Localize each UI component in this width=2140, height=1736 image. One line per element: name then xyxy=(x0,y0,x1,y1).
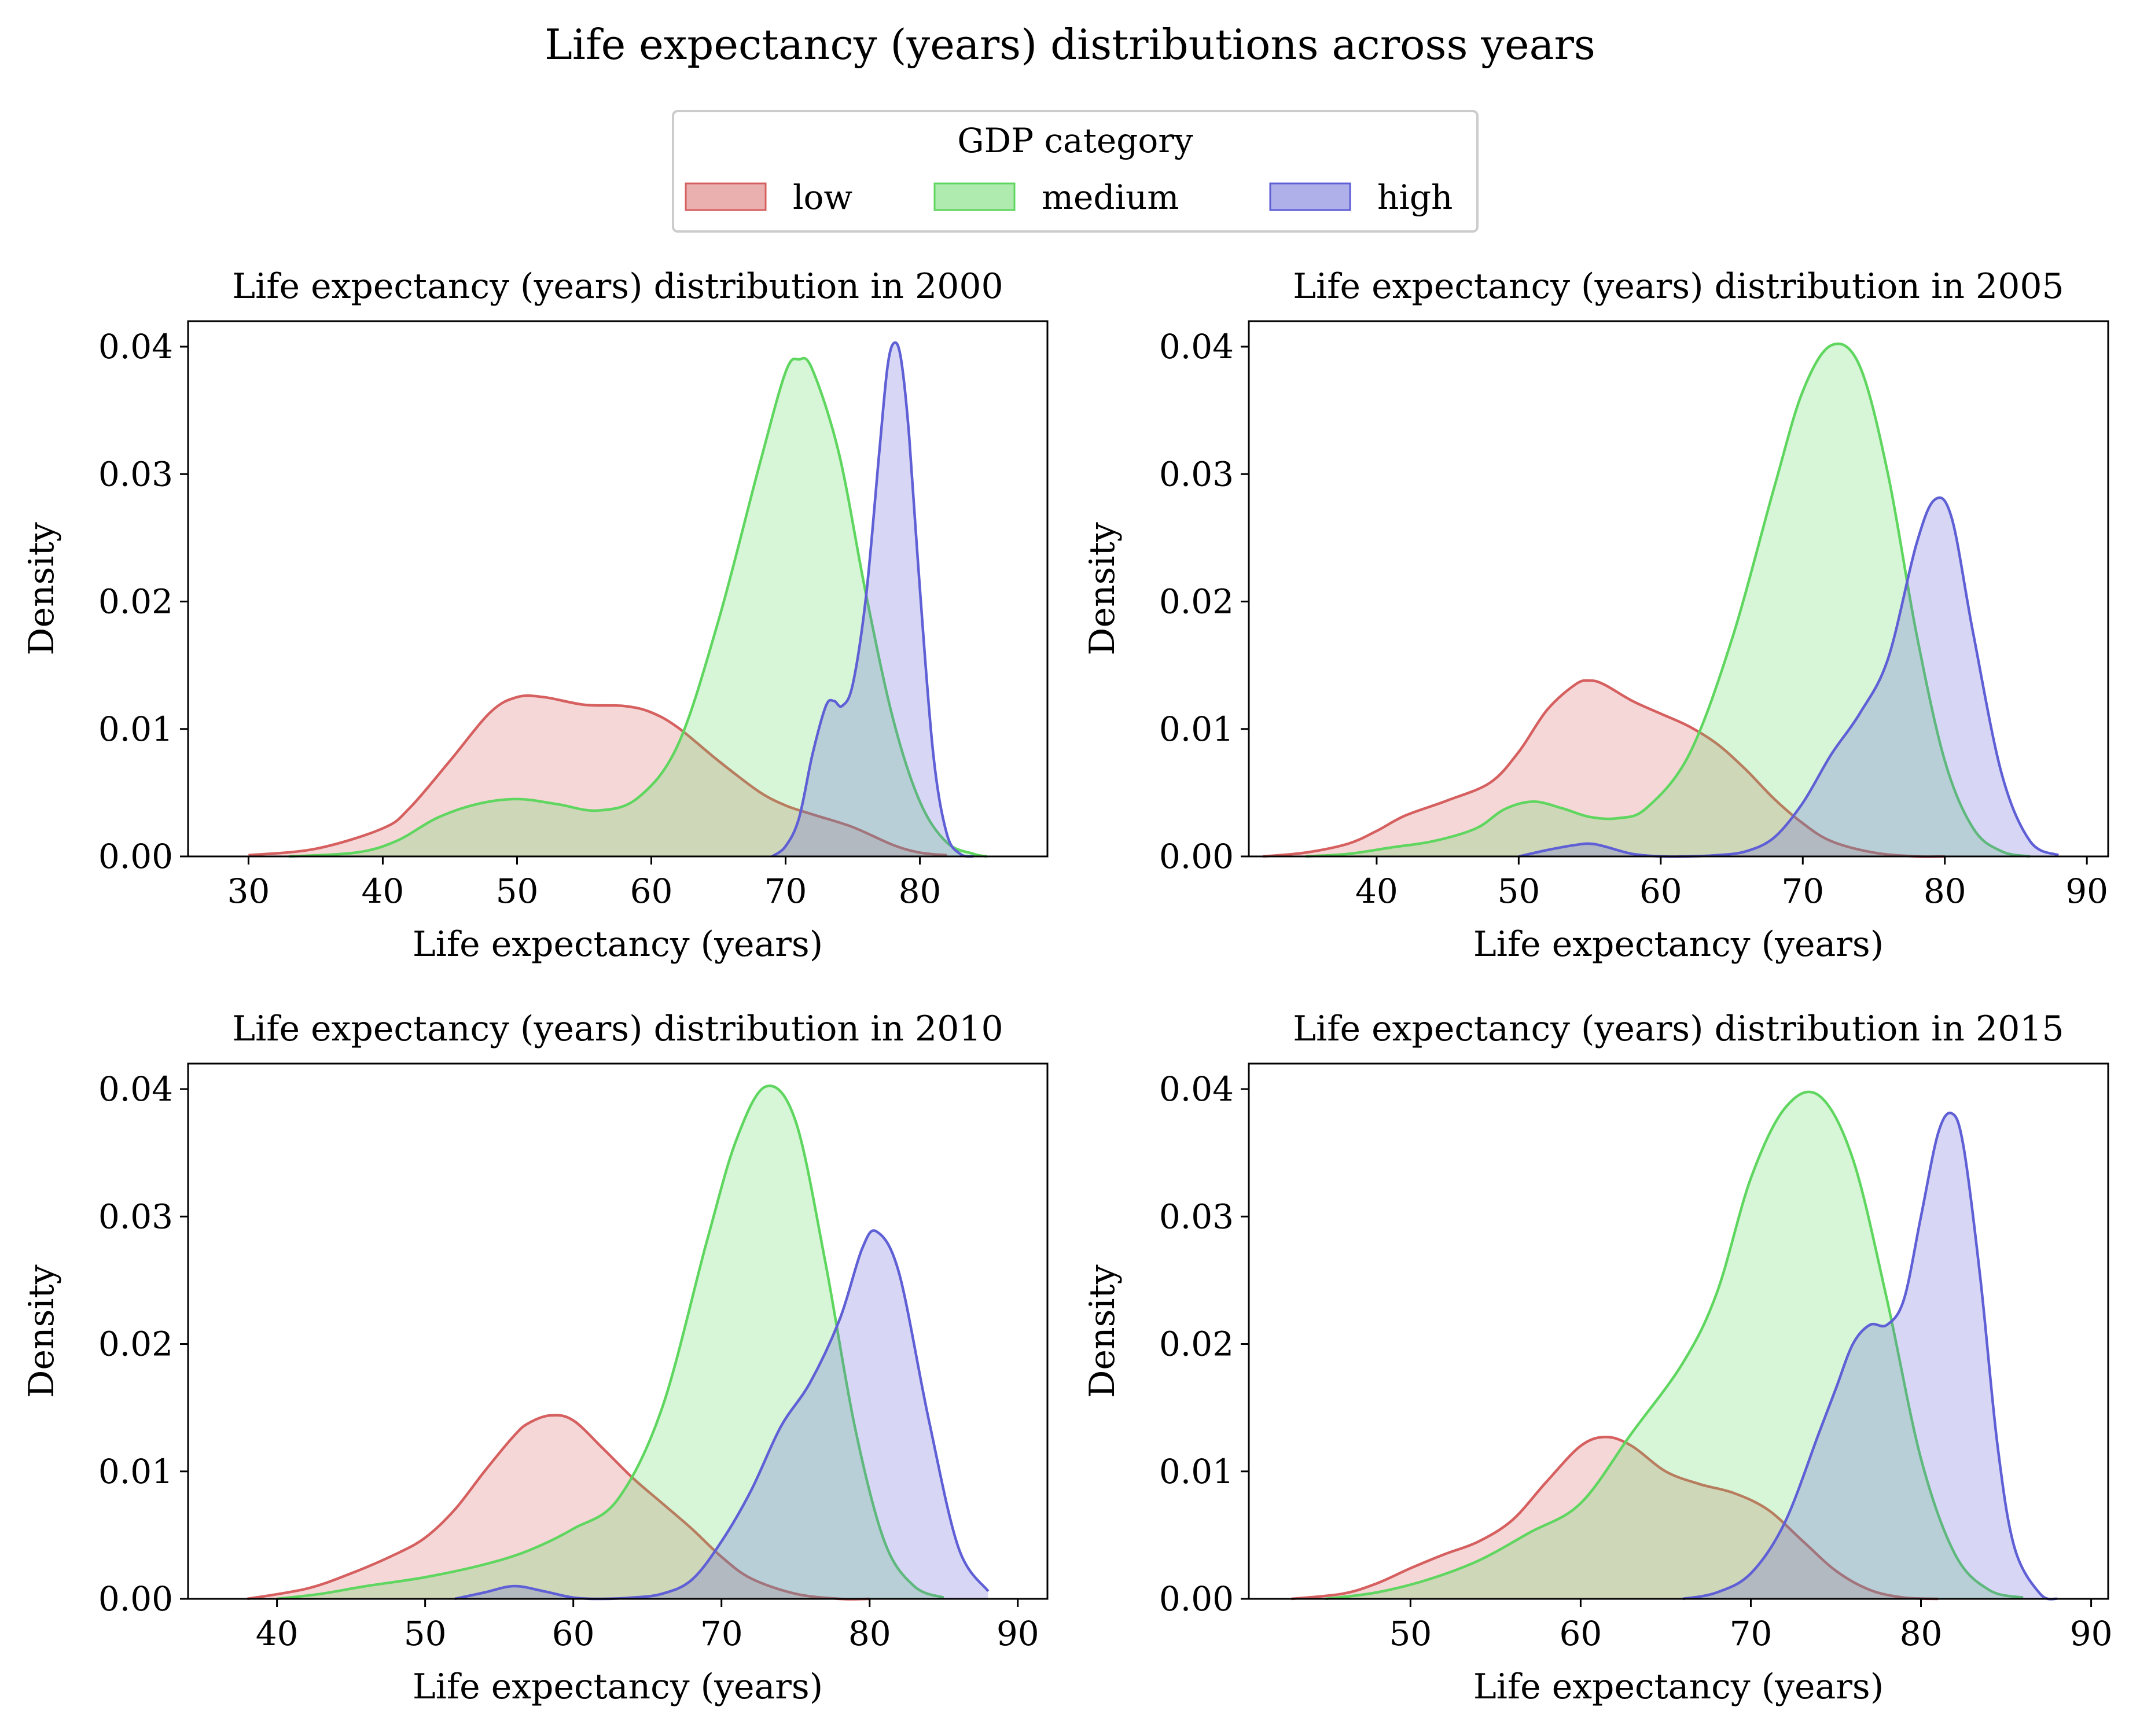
y-tick-label: 0.02 xyxy=(98,1325,173,1364)
subplot-title: Life expectancy (years) distribution in … xyxy=(232,1009,1003,1049)
legend: GDP category low medium high xyxy=(672,110,1479,233)
x-tick-label: 90 xyxy=(2070,1614,2113,1653)
y-tick-label: 0.00 xyxy=(1159,837,1234,876)
y-tick-label: 0.00 xyxy=(98,1579,173,1619)
subplot-2010: Life expectancy (years) distribution in … xyxy=(21,1009,1049,1707)
y-axis-label: Density xyxy=(1082,1264,1123,1397)
subplot-2000: Life expectancy (years) distribution in … xyxy=(21,266,1049,965)
y-tick-label: 0.01 xyxy=(1159,709,1234,749)
density-area-medium xyxy=(1325,1091,2023,1599)
y-tick-label: 0.04 xyxy=(1159,1069,1234,1109)
density-line-low xyxy=(1291,1436,1938,1601)
x-axis-label: Life expectancy (years) xyxy=(413,924,823,965)
y-tick-label: 0.03 xyxy=(1159,454,1234,494)
y-tick-label: 0.02 xyxy=(1159,1325,1234,1364)
x-tick-label: 80 xyxy=(1924,871,1966,911)
x-tick-label: 60 xyxy=(1639,871,1682,911)
density-line-low xyxy=(248,694,947,857)
x-tick-label: 60 xyxy=(1560,1614,1602,1653)
density-line-low xyxy=(1263,679,1945,858)
x-tick-label: 80 xyxy=(899,871,942,911)
x-tick-label: 90 xyxy=(2065,871,2108,911)
legend-label-high: high xyxy=(1377,178,1453,217)
axes-frame xyxy=(1248,1062,2109,1600)
x-tick-label: 60 xyxy=(552,1614,595,1653)
legend-swatch-medium xyxy=(933,182,1016,211)
x-tick-label: 90 xyxy=(997,1614,1039,1653)
density-line-medium xyxy=(1325,1090,2024,1601)
x-tick-label: 40 xyxy=(362,871,405,911)
y-tick-label: 0.01 xyxy=(98,1452,173,1491)
subplot-title: Life expectancy (years) distribution in … xyxy=(232,266,1003,307)
x-tick-label: 40 xyxy=(1355,871,1398,911)
x-tick-label: 40 xyxy=(256,1614,299,1653)
y-tick-label: 0.02 xyxy=(1159,582,1234,621)
x-tick-label: 80 xyxy=(848,1614,891,1653)
density-area-high xyxy=(1682,1113,2057,1599)
density-area-medium xyxy=(289,358,987,856)
x-tick-label: 70 xyxy=(700,1614,743,1653)
y-tick-label: 0.01 xyxy=(1159,1452,1234,1491)
subplot-2005: Life expectancy (years) distribution in … xyxy=(1082,266,2109,965)
y-tick-label: 0.04 xyxy=(98,327,173,366)
x-tick-label: 50 xyxy=(404,1614,447,1653)
y-tick-label: 0.03 xyxy=(98,454,173,494)
density-line-high xyxy=(771,341,974,858)
density-area-low xyxy=(1263,680,1945,857)
y-axis-label: Density xyxy=(1082,522,1123,655)
subplot-title: Life expectancy (years) distribution in … xyxy=(1293,266,2064,307)
subplot-title: Life expectancy (years) distribution in … xyxy=(1293,1009,2064,1049)
x-axis-label: Life expectancy (years) xyxy=(413,1667,823,1707)
x-tick-label: 50 xyxy=(1497,871,1540,911)
x-tick-label: 50 xyxy=(496,871,539,911)
x-tick-label: 70 xyxy=(764,871,807,911)
subplot-2015: Life expectancy (years) distribution in … xyxy=(1082,1009,2113,1707)
y-tick-label: 0.02 xyxy=(98,582,173,621)
y-axis-label: Density xyxy=(21,1264,62,1397)
legend-entry-low: low xyxy=(685,178,852,217)
figure-title: Life expectancy (years) distributions ac… xyxy=(545,20,1595,69)
density-line-medium xyxy=(288,356,987,858)
y-tick-label: 0.01 xyxy=(98,709,173,749)
y-tick-label: 0.03 xyxy=(98,1197,173,1236)
y-tick-label: 0.00 xyxy=(1159,1579,1234,1619)
axes-frame xyxy=(1248,320,2109,858)
x-tick-label: 30 xyxy=(227,871,270,911)
density-area-low xyxy=(1291,1437,1938,1599)
y-tick-label: 0.04 xyxy=(1159,327,1234,366)
x-tick-label: 70 xyxy=(1730,1614,1773,1653)
density-line-low xyxy=(247,1414,870,1601)
axes-frame xyxy=(187,320,1049,858)
axes-frame xyxy=(187,1062,1049,1600)
density-line-high xyxy=(1518,496,2060,858)
legend-label-medium: medium xyxy=(1042,178,1179,217)
density-line-medium xyxy=(277,1084,944,1601)
x-tick-label: 70 xyxy=(1781,871,1824,911)
density-line-high xyxy=(1682,1111,2058,1601)
density-area-high xyxy=(1518,497,2059,857)
x-axis-label: Life expectancy (years) xyxy=(1473,924,1884,965)
x-tick-label: 50 xyxy=(1389,1614,1432,1653)
density-line-high xyxy=(454,1229,990,1601)
x-tick-label: 60 xyxy=(630,871,673,911)
legend-entry-high: high xyxy=(1269,178,1453,217)
density-area-medium xyxy=(277,1086,944,1599)
x-tick-label: 80 xyxy=(1900,1614,1943,1653)
y-tick-label: 0.03 xyxy=(1159,1197,1234,1236)
x-axis-label: Life expectancy (years) xyxy=(1473,1667,1884,1707)
legend-swatch-low xyxy=(685,182,767,211)
legend-label-low: low xyxy=(793,178,852,217)
y-tick-label: 0.04 xyxy=(98,1069,173,1109)
legend-entry-medium: medium xyxy=(933,178,1179,217)
density-area-low xyxy=(248,696,947,856)
y-tick-label: 0.00 xyxy=(98,837,173,876)
density-area-high xyxy=(454,1230,988,1599)
density-area-high xyxy=(772,343,974,857)
legend-swatch-high xyxy=(1269,182,1351,211)
y-axis-label: Density xyxy=(21,522,62,655)
density-line-medium xyxy=(1306,342,2031,858)
legend-title: GDP category xyxy=(957,121,1193,160)
